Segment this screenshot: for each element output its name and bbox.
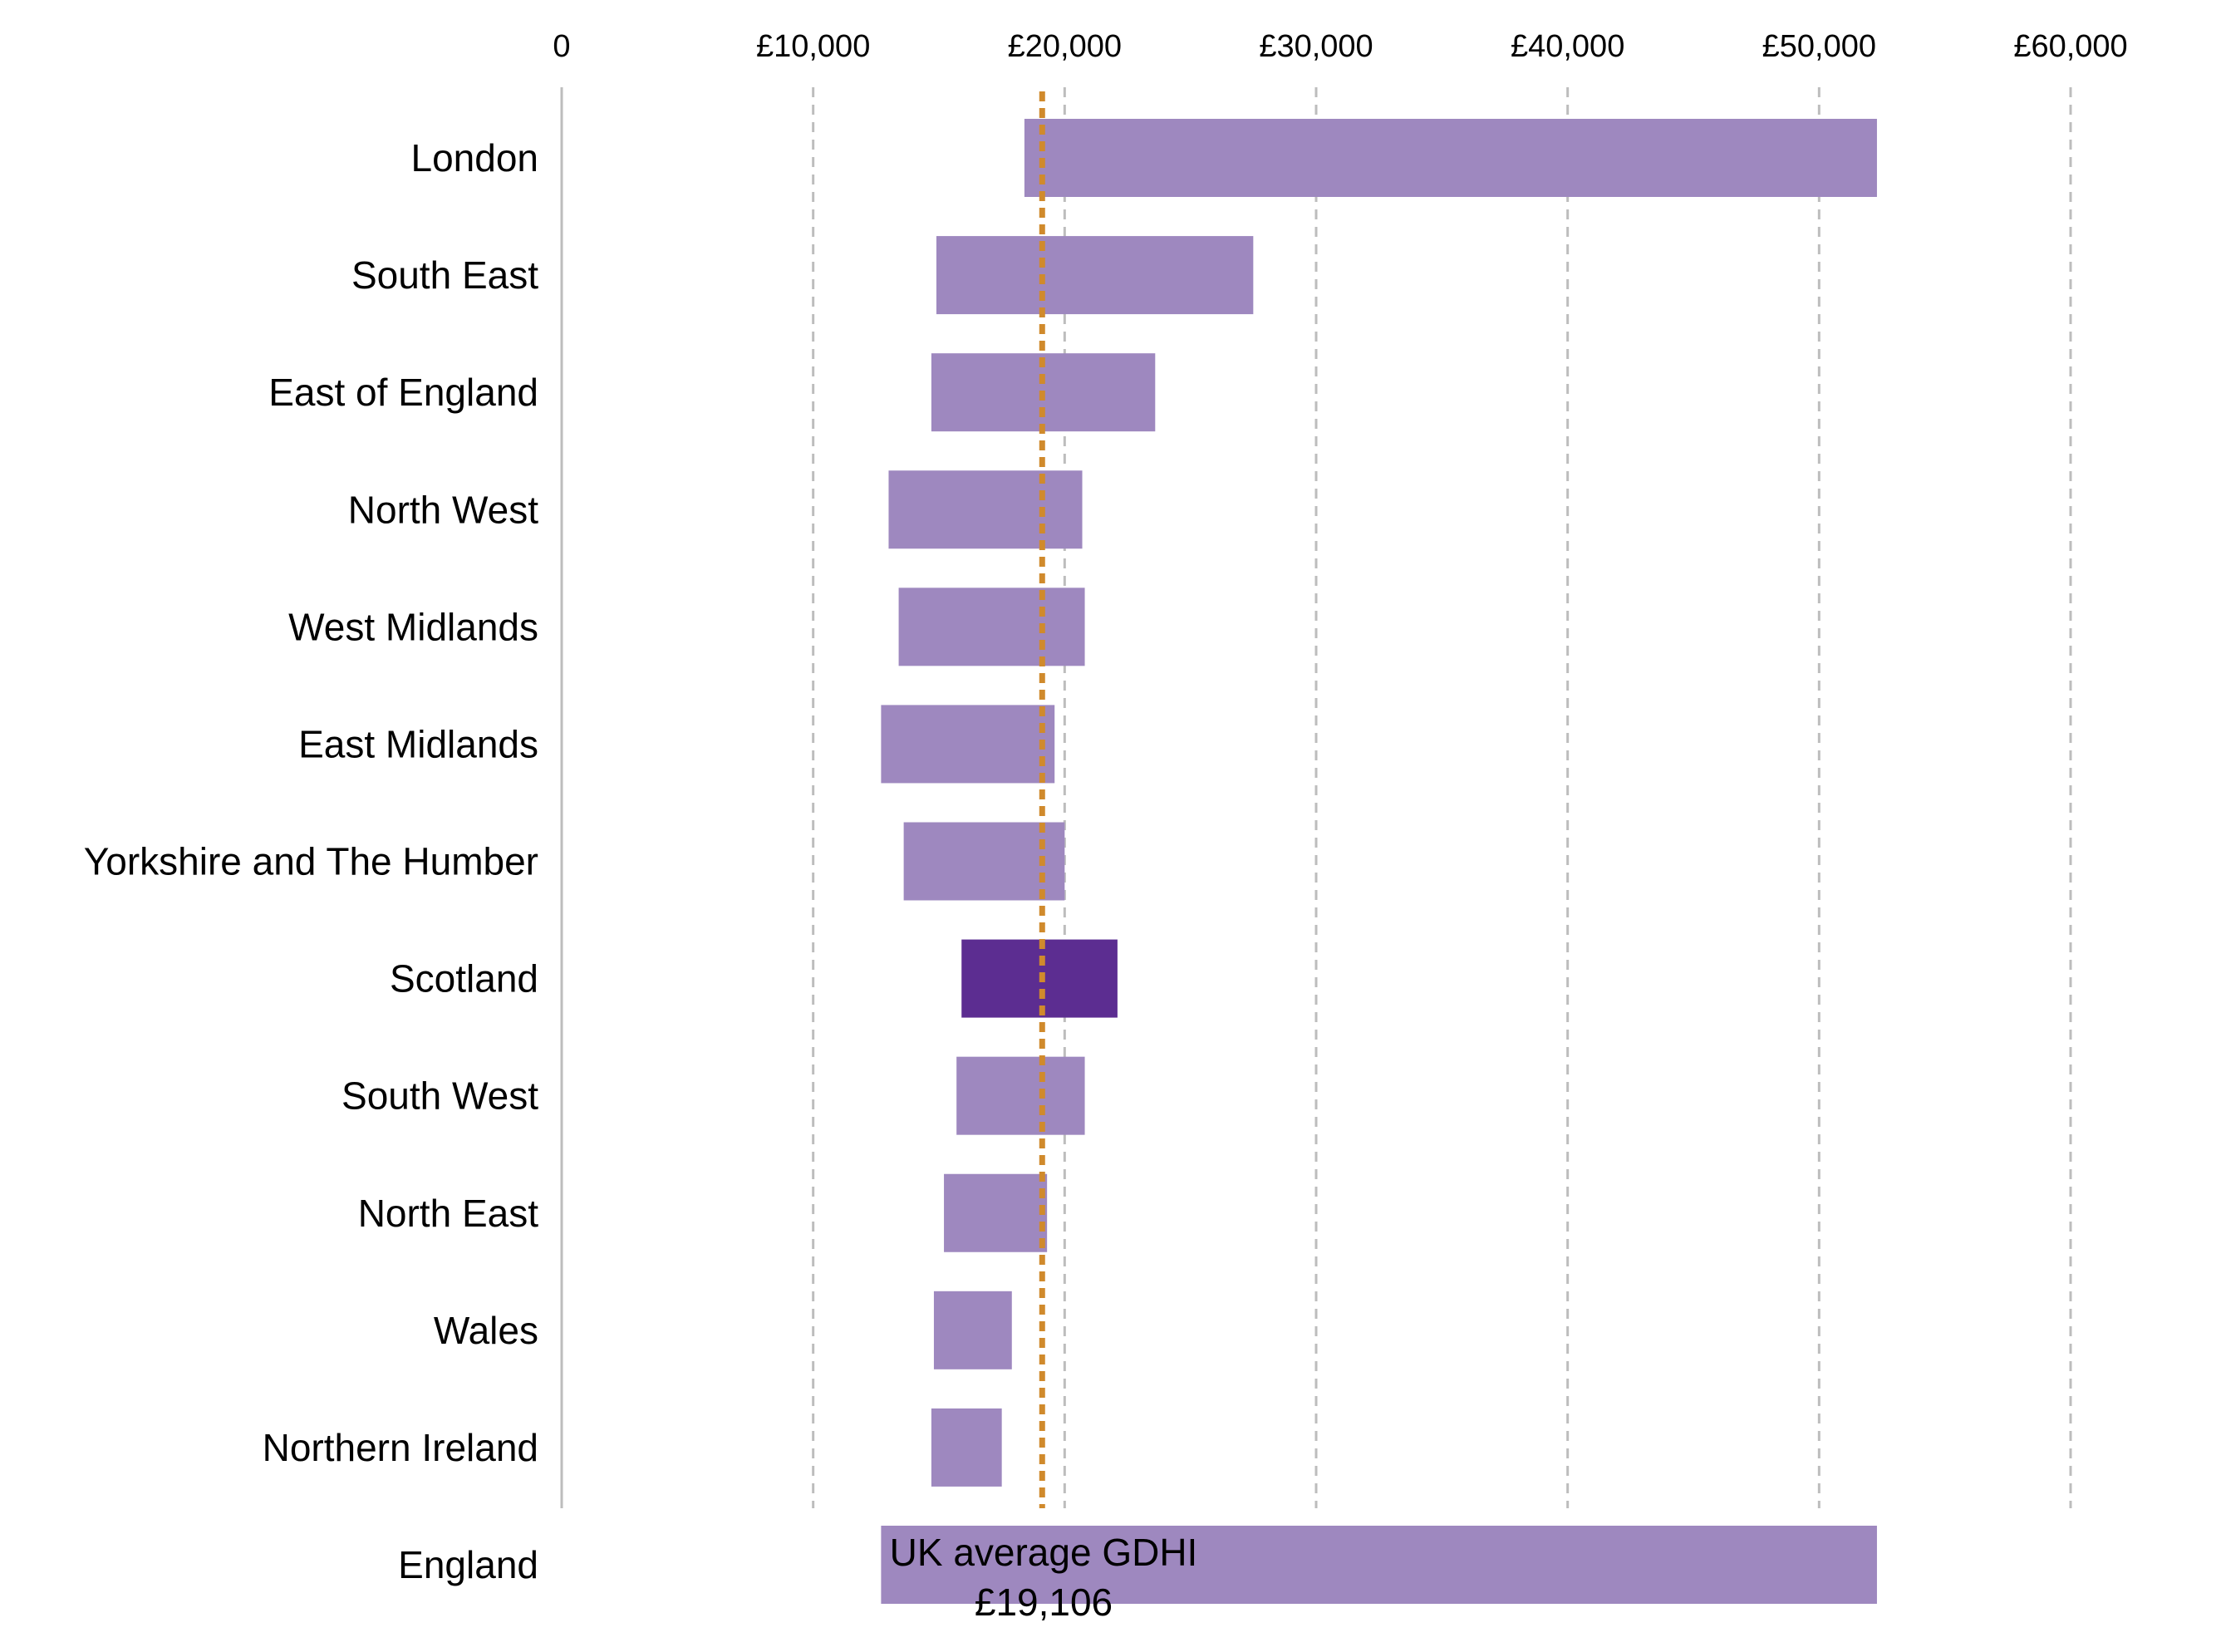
category-label: London (411, 136, 539, 179)
category-label: South West (341, 1074, 538, 1118)
category-label: Yorkshire and The Humber (84, 840, 538, 883)
x-tick-label: 0 (553, 29, 570, 64)
grid-lines (812, 87, 2072, 1508)
category-label: England (398, 1543, 538, 1586)
category-label: Northern Ireland (263, 1426, 538, 1469)
reference-line-value: £19,106 (975, 1581, 1113, 1624)
range-bar (956, 1056, 1085, 1135)
range-bar (931, 1408, 1002, 1487)
range-bar (898, 588, 1085, 666)
range-bar (888, 470, 1083, 549)
category-label: East Midlands (298, 722, 538, 765)
x-tick-label: £50,000 (1762, 29, 1876, 64)
range-bars (881, 119, 1877, 1604)
category-label: North East (358, 1192, 539, 1235)
x-tick-label: £40,000 (1511, 29, 1624, 64)
category-label: East of England (268, 371, 538, 414)
range-bar (881, 705, 1055, 784)
category-label: South East (351, 253, 538, 297)
range-bar (944, 1173, 1048, 1252)
category-label: Scotland (390, 957, 538, 1001)
category-label: North West (348, 488, 538, 531)
x-tick-label: £60,000 (2013, 29, 2127, 64)
range-bar (881, 1526, 1877, 1604)
x-tick-label: £30,000 (1259, 29, 1373, 64)
category-label: Wales (434, 1309, 538, 1352)
x-axis-tick-labels: 0 £10,000 £20,000 £30,000 £40,000 £50,000 £60,… (553, 29, 2127, 64)
range-bar (936, 236, 1254, 315)
range-bar (903, 822, 1065, 901)
range-bar (1024, 119, 1877, 197)
category-label: West Midlands (288, 605, 538, 648)
x-tick-label: £10,000 (756, 29, 870, 64)
category-labels: London South East East of England North Wes… (84, 136, 538, 1586)
reference-line-label: UK average GDHI (890, 1531, 1198, 1574)
x-tick-label: £20,000 (1008, 29, 1122, 64)
range-bar (933, 1291, 1012, 1369)
